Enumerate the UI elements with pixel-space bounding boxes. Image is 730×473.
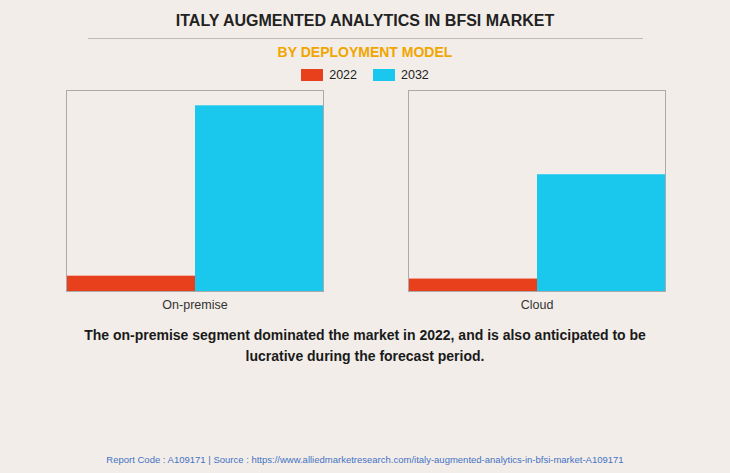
html-text:2022: 2022 [329,68,357,82]
html-text:2032: 2032 [401,68,429,82]
html-text:The on-premise segment dominat: The on-premise segment dominated the mar… [84,327,646,364]
html-text:BY DEPLOYMENT MODEL: BY DEPLOYMENT MODEL [277,44,453,60]
html-text:ITALY AUGMENTED ANALYTICS IN B: ITALY AUGMENTED ANALYTICS IN BFSI MARKET [175,12,555,29]
html-text:Report Code : A109171 | Source: Report Code : A109171 | Source : https:/… [106,454,624,465]
svg-text:Cloud: Cloud [521,298,554,312]
svg-text:On-premise: On-premise [162,298,227,312]
